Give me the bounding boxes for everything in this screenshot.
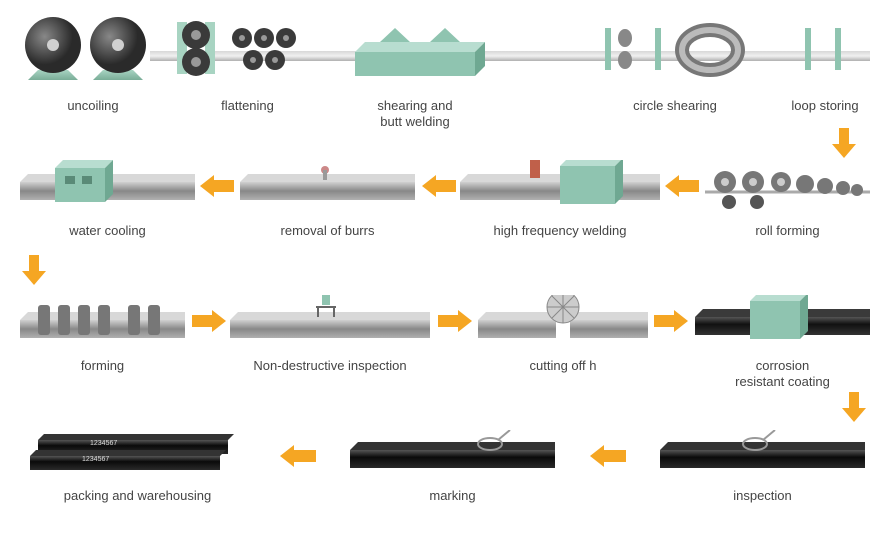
roll-forming-illus bbox=[705, 160, 870, 215]
marking-text-2: 1234567 bbox=[82, 456, 109, 463]
step-packing: 1234567 1234567 packing and warehousing bbox=[30, 430, 245, 504]
removal-burrs-label: removal of burrs bbox=[281, 223, 375, 239]
arrow-r3-2 bbox=[438, 295, 472, 332]
step-forming: forming bbox=[20, 295, 185, 374]
arrow-r4-1 bbox=[280, 430, 316, 467]
step-marking: marking bbox=[350, 430, 555, 504]
inspection-illus bbox=[660, 430, 865, 480]
step-uncoiling: uncoiling bbox=[18, 10, 168, 114]
step-removal-burrs: removal of burrs bbox=[240, 160, 415, 239]
arrow-r4-2 bbox=[590, 430, 626, 467]
loop-storing-illus bbox=[775, 10, 875, 90]
inspection-label: inspection bbox=[733, 488, 792, 504]
circle-shearing-label: circle shearing bbox=[633, 98, 717, 114]
step-roll-forming: roll forming bbox=[705, 160, 870, 239]
arrow-r3-1 bbox=[192, 295, 226, 332]
step-coating: corrosion resistant coating bbox=[695, 295, 870, 389]
step-hf-welding: high frequency welding bbox=[460, 160, 660, 239]
hf-welding-illus bbox=[460, 160, 660, 215]
step-cutting-off: cutting off h bbox=[478, 295, 648, 374]
ndi-illus bbox=[230, 295, 430, 350]
loop-storing-label: loop storing bbox=[791, 98, 858, 114]
arrow-row1-row2 bbox=[832, 128, 856, 163]
arrow-row3-row4 bbox=[842, 392, 866, 427]
water-cooling-illus bbox=[20, 160, 195, 215]
uncoiling-label: uncoiling bbox=[67, 98, 118, 114]
step-circle-shearing: circle shearing bbox=[595, 10, 755, 114]
shearing-welding-label: shearing and butt welding bbox=[377, 98, 452, 129]
step-water-cooling: water cooling bbox=[20, 160, 195, 239]
marking-label: marking bbox=[429, 488, 475, 504]
flattening-illus bbox=[175, 10, 320, 90]
ndi-label: Non-destructive inspection bbox=[253, 358, 406, 374]
step-inspection: inspection bbox=[660, 430, 865, 504]
step-flattening: flattening bbox=[175, 10, 320, 114]
packing-label: packing and warehousing bbox=[64, 488, 211, 504]
packing-illus: 1234567 1234567 bbox=[30, 430, 245, 480]
hf-welding-label: high frequency welding bbox=[494, 223, 627, 239]
marking-text: 1234567 bbox=[90, 440, 117, 447]
coating-label: corrosion resistant coating bbox=[735, 358, 830, 389]
arrow-row2-row3 bbox=[22, 255, 46, 290]
circle-shearing-illus bbox=[595, 10, 755, 90]
shearing-welding-illus bbox=[335, 10, 495, 90]
arrow-r2-1 bbox=[200, 160, 234, 197]
forming-illus bbox=[20, 295, 185, 350]
water-cooling-label: water cooling bbox=[69, 223, 146, 239]
step-loop-storing: loop storing bbox=[775, 10, 875, 114]
marking-illus bbox=[350, 430, 555, 480]
roll-forming-label: roll forming bbox=[755, 223, 819, 239]
step-ndi: Non-destructive inspection bbox=[230, 295, 430, 374]
flattening-label: flattening bbox=[221, 98, 274, 114]
uncoiling-illus bbox=[18, 10, 168, 90]
removal-burrs-illus bbox=[240, 160, 415, 215]
step-shearing-welding: shearing and butt welding bbox=[335, 10, 495, 129]
cutting-off-label: cutting off h bbox=[530, 358, 597, 374]
forming-label: forming bbox=[81, 358, 124, 374]
arrow-r2-2 bbox=[422, 160, 456, 197]
arrow-r2-3 bbox=[665, 160, 699, 197]
cutting-off-illus bbox=[478, 295, 648, 350]
arrow-r3-3 bbox=[654, 295, 688, 332]
coating-illus bbox=[695, 295, 870, 350]
